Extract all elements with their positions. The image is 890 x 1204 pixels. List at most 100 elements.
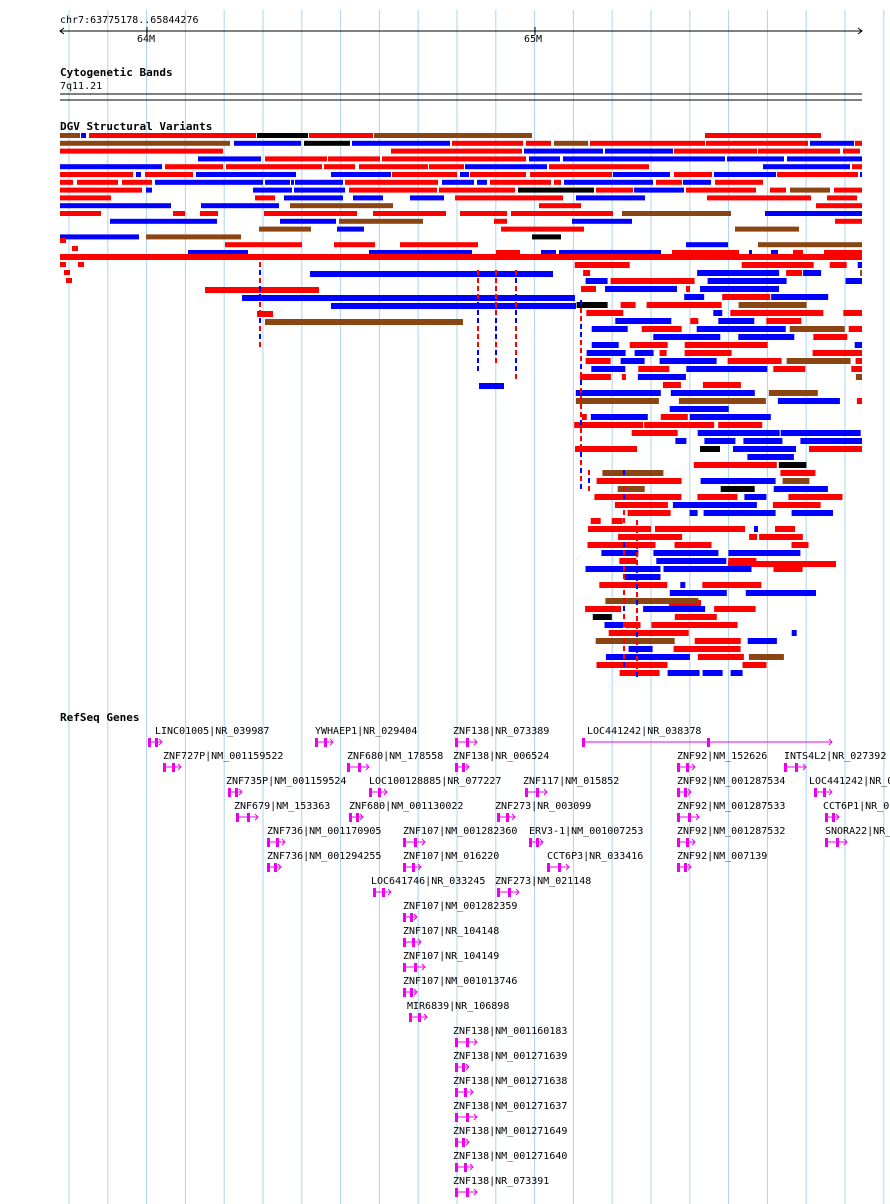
gene-label[interactable]: LOC441242|NR_0 xyxy=(809,776,890,787)
gene-label[interactable]: YWHAEP1|NR_029404 xyxy=(315,726,418,737)
sv-bar xyxy=(580,364,582,369)
sv-bar xyxy=(580,316,582,321)
gene-exon xyxy=(412,863,415,872)
sv-bar xyxy=(259,342,261,347)
gene-exon xyxy=(403,963,406,972)
sv-bar xyxy=(295,179,343,185)
gene-label[interactable]: ZNF138|NR_073389 xyxy=(453,726,550,737)
dgv-track-title[interactable]: DGV Structural Variants xyxy=(60,120,213,133)
sv-bar xyxy=(511,211,613,216)
gene-label[interactable]: ZNF107|NR_104148 xyxy=(403,926,500,937)
sv-bar xyxy=(515,302,517,307)
gene-label[interactable]: LOC441242|NR_038378 xyxy=(587,726,702,737)
sv-bar xyxy=(60,164,162,170)
gene-label[interactable]: ZNF680|NM_178558 xyxy=(347,751,444,762)
sv-bar xyxy=(659,358,717,364)
sv-bar xyxy=(644,422,715,428)
sv-bar xyxy=(585,606,622,612)
gene-label[interactable]: CCT6P3|NR_033416 xyxy=(547,851,644,862)
sv-bar xyxy=(60,195,111,201)
sv-bar xyxy=(834,187,862,193)
gene-label[interactable]: MIR6839|NR_106898 xyxy=(407,1001,510,1012)
sv-bar xyxy=(660,414,688,420)
gene-label[interactable]: ZNF273|NR_003099 xyxy=(495,801,592,812)
sv-bar xyxy=(72,246,78,251)
gene-exon xyxy=(228,788,231,797)
sv-bar xyxy=(619,670,660,676)
gene-label[interactable]: ZNF138|NM_001271637 xyxy=(453,1101,568,1112)
sv-bar xyxy=(636,576,638,581)
sv-bar xyxy=(324,164,355,170)
gene-label[interactable]: ZNF138|NR_006524 xyxy=(453,751,550,762)
sv-bar xyxy=(643,606,706,612)
sv-bar xyxy=(621,374,626,380)
gene-label[interactable]: ZNF107|NM_001282359 xyxy=(403,901,518,912)
gene-label[interactable]: ZNF736|NM_001170905 xyxy=(267,826,382,837)
sv-bar xyxy=(791,542,809,548)
strand-arrow-icon xyxy=(802,763,807,771)
gene-label[interactable]: ZNF138|NM_001271649 xyxy=(453,1126,568,1137)
gene-label[interactable]: ZNF680|NM_001130022 xyxy=(349,801,464,812)
gene-label[interactable]: ZNF138|NM_001160183 xyxy=(453,1026,568,1037)
sv-bar xyxy=(588,478,590,483)
gene-label[interactable]: ZNF92|NM_007139 xyxy=(677,851,768,862)
strand-arrow-icon xyxy=(843,838,848,846)
gene-label[interactable]: ZNF138|NM_001271639 xyxy=(453,1051,568,1062)
gene-label[interactable]: ZNF92|NM_001287532 xyxy=(677,826,786,837)
gene-exon xyxy=(684,863,687,872)
gene-label[interactable]: ZNF107|NM_001282360 xyxy=(403,826,518,837)
sv-bar xyxy=(78,262,84,267)
gene-label[interactable]: ZNF92|NM_001287533 xyxy=(677,801,786,812)
gene-label[interactable]: SNORA22|NR_ xyxy=(825,826,890,837)
sv-bar xyxy=(60,172,133,177)
gene-label[interactable]: ZNF138|NM_001271640 xyxy=(453,1151,568,1162)
gene-exon xyxy=(814,788,817,797)
gene-label[interactable]: ZNF107|NM_001013746 xyxy=(403,976,518,987)
gene-label[interactable]: LINC01005|NR_039987 xyxy=(155,726,270,737)
gene-label[interactable]: ZNF679|NM_153363 xyxy=(234,801,331,812)
sv-bar xyxy=(580,444,582,449)
gene-label[interactable]: ZNF117|NM_015852 xyxy=(523,776,620,787)
sv-bar xyxy=(636,632,638,637)
sv-bar xyxy=(60,211,101,216)
gene-label[interactable]: ERV3-1|NM_001007253 xyxy=(529,826,644,837)
sv-bar xyxy=(294,187,345,193)
gene-label[interactable]: ZNF735P|NM_001159524 xyxy=(226,776,347,787)
gene-label[interactable]: ZNF273|NM_021148 xyxy=(495,876,592,887)
gene-label[interactable]: ZNF138|NM_001271638 xyxy=(453,1076,568,1087)
sv-bar xyxy=(623,638,625,643)
sv-bar xyxy=(623,558,625,563)
sv-bar xyxy=(728,558,757,564)
sv-bar xyxy=(656,179,682,185)
cytoband-track-title[interactable]: Cytogenetic Bands xyxy=(60,66,173,79)
gene-label[interactable]: INTS4L2|NR_027392 xyxy=(784,751,887,762)
sv-bar xyxy=(226,164,322,170)
sv-bar xyxy=(854,342,862,348)
sv-bar xyxy=(700,478,776,484)
sv-bar xyxy=(259,270,261,275)
ruler-arrow-left-icon xyxy=(59,27,65,35)
gene-label[interactable]: LOC100128885|NR_077227 xyxy=(369,776,502,787)
gene-label[interactable]: ZNF92|NM_152626 xyxy=(677,751,768,762)
sv-bar xyxy=(636,656,638,661)
sv-bar xyxy=(580,428,582,433)
gene-label[interactable]: ZNF138|NR_073391 xyxy=(453,1176,550,1187)
sv-bar xyxy=(786,270,803,276)
sv-bar xyxy=(793,250,803,255)
gene-label[interactable]: ZNF92|NM_001287534 xyxy=(677,776,786,787)
sv-bar xyxy=(749,534,758,540)
gene-exon xyxy=(497,813,500,822)
sv-bar xyxy=(659,350,667,356)
sv-bar xyxy=(768,390,818,396)
strand-arrow-icon xyxy=(565,863,570,871)
refseq-track-title[interactable]: RefSeq Genes xyxy=(60,711,140,724)
gene-label[interactable]: LOC641746|NR_033245 xyxy=(371,876,486,887)
gene-label[interactable]: ZNF736|NM_001294255 xyxy=(267,851,382,862)
gene-label[interactable]: ZNF727P|NM_001159522 xyxy=(163,751,284,762)
sv-bar xyxy=(810,140,854,146)
sv-bar xyxy=(790,187,830,193)
gene-label[interactable]: ZNF107|NM_016220 xyxy=(403,851,500,862)
gene-label[interactable]: ZNF107|NR_104149 xyxy=(403,951,500,962)
gene-label[interactable]: CCT6P1|NR_0 xyxy=(823,801,890,812)
strand-arrow-icon xyxy=(695,813,700,821)
